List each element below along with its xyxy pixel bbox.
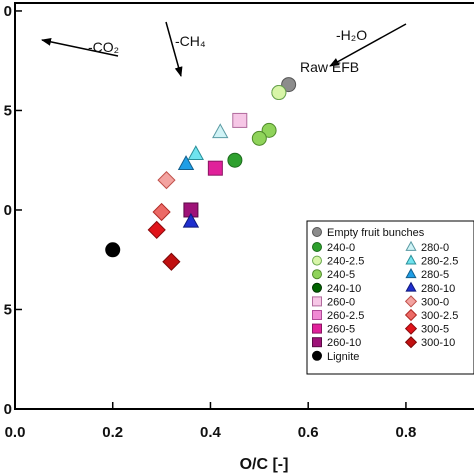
y-tick-label: 5 [4, 102, 12, 119]
y-tick-label: 5 [4, 301, 12, 318]
y-tick-label: 0 [4, 3, 12, 20]
data-point-280-2-5 [187, 145, 205, 161]
annotation-ch4: -CH₄ [175, 33, 206, 49]
legend-marker [312, 296, 322, 307]
annotation-co2: -CO₂ [88, 39, 119, 55]
legend-label: 260-10 [327, 337, 361, 349]
legend-marker [312, 282, 322, 293]
legend-marker [405, 240, 417, 251]
data-point-lignite [105, 242, 121, 258]
legend-label: Empty fruit bunches [327, 227, 425, 239]
legend-label: 260-2.5 [327, 310, 364, 322]
annotation-arrows [41, 21, 407, 77]
annotation-h2o: -H₂O [336, 27, 367, 43]
legend-marker [312, 269, 322, 280]
annotation-arrow [165, 21, 183, 77]
annotations: -CO₂ -CH₄ -H₂O Raw EFB [88, 27, 367, 75]
annotation-arrow [41, 37, 119, 57]
data-point-240-5 [261, 122, 277, 138]
legend-label: 300-5 [421, 324, 449, 336]
legend-label: 300-2.5 [421, 310, 458, 322]
x-tick-label: 0.8 [395, 424, 416, 441]
legend-label: 280-10 [421, 283, 455, 295]
legend-label: 240-5 [327, 269, 355, 281]
legend-marker [312, 350, 322, 361]
legend-marker [312, 337, 322, 348]
x-tick-label: 0.6 [298, 424, 319, 441]
legend-marker [312, 255, 322, 266]
x-tick-label: 0.4 [200, 424, 222, 441]
legend-marker [312, 323, 322, 334]
data-point-260-0 [232, 112, 248, 128]
legend-label: 240-2.5 [327, 256, 364, 268]
legend-marker [312, 242, 322, 252]
y-tick-label: 0 [4, 202, 12, 219]
axis-ticks: 0.0 0.2 0.4 0.6 0.8 0 5 0 5 0 [4, 3, 417, 441]
data-point-240-0 [227, 152, 243, 168]
legend-label: Lignite [327, 351, 359, 363]
data-point-240-2-5 [271, 85, 287, 101]
legend-marker [404, 308, 418, 322]
data-point-280-10 [182, 212, 200, 228]
legend-marker [405, 281, 417, 292]
legend-label: 280-0 [421, 242, 449, 254]
legend-marker [405, 254, 417, 265]
legend-label: 260-0 [327, 296, 355, 308]
legend-label: 260-5 [327, 324, 355, 336]
data-point-empty-fruit-bunches [281, 77, 297, 93]
legend-marker [404, 295, 418, 308]
legend-marker [405, 267, 417, 279]
x-tick-label: 0.2 [102, 424, 123, 441]
y-tick-label: 0 [4, 401, 12, 418]
legend-box [306, 220, 474, 375]
data-point-280-5 [177, 155, 195, 170]
data-point-260-5 [207, 160, 223, 176]
x-tick-label: 0.0 [5, 424, 26, 441]
legend-label: 280-5 [421, 269, 449, 281]
legend-label: 300-0 [421, 296, 449, 308]
annotation-raw-efb: Raw EFB [300, 59, 359, 75]
x-axis-label: O/C [-] [240, 456, 289, 473]
legend-marker [312, 227, 322, 237]
data-point-300-10 [162, 252, 181, 271]
data-point-280-0 [212, 123, 229, 139]
annotation-arrow [329, 23, 407, 67]
legend-label: 300-10 [421, 337, 455, 349]
data-point-300-2-5 [152, 202, 171, 222]
data-point-240-5 [251, 130, 267, 146]
legend-label: 240-0 [327, 242, 355, 254]
legend-marker [312, 310, 322, 320]
data-point-300-0 [157, 171, 176, 190]
legend-label: 280-2.5 [421, 256, 458, 268]
plot-frame [14, 2, 474, 410]
data-points [105, 77, 297, 271]
data-point-300-5 [147, 220, 166, 239]
legend-marker [404, 322, 418, 335]
legend-marker [404, 336, 418, 349]
legend-label: 240-10 [327, 283, 361, 295]
